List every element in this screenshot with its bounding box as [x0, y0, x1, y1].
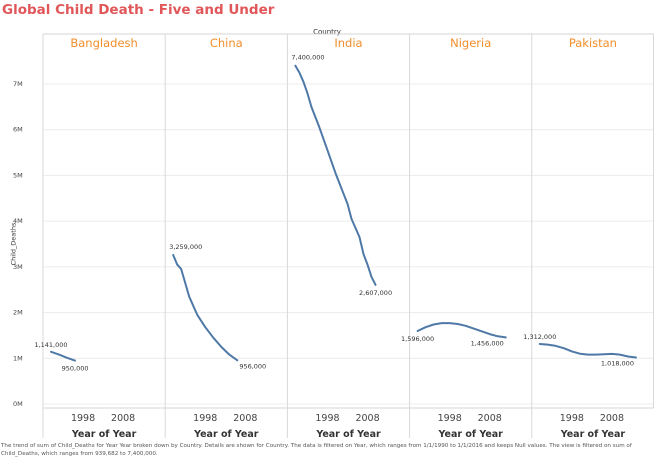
country-header-nigeria: Nigeria — [450, 36, 491, 50]
x-tick-label: 1998 — [71, 413, 95, 424]
country-header-china: China — [210, 36, 243, 50]
series-line-india — [294, 64, 377, 286]
data-label: 956,000 — [239, 362, 266, 370]
data-label: 1,596,000 — [401, 335, 434, 343]
x-tick-label: 1998 — [560, 413, 584, 424]
x-tick-label: 1998 — [438, 413, 462, 424]
country-header-india: India — [334, 36, 362, 50]
y-tick-label: 3M — [13, 263, 23, 271]
data-label: 3,259,000 — [169, 243, 202, 251]
data-label: 1,141,000 — [34, 341, 67, 349]
series-line-china — [172, 254, 239, 362]
data-label: 2,607,000 — [359, 289, 392, 297]
y-tick-label: 1M — [13, 354, 23, 362]
x-axis-title: Year of Year — [438, 429, 504, 440]
country-header-bangladesh: Bangladesh — [70, 36, 137, 50]
y-tick-label: 6M — [13, 126, 23, 134]
x-tick-label: 2008 — [355, 413, 379, 424]
x-axis-title: Year of Year — [560, 429, 626, 440]
y-tick-label: 4M — [13, 217, 23, 225]
y-tick-label: 7M — [13, 80, 23, 88]
series-line-pakistan — [538, 343, 637, 359]
x-axis-title: Year of Year — [71, 429, 137, 440]
y-tick-label: 5M — [13, 171, 23, 179]
series-line-bangladesh — [50, 350, 76, 362]
x-tick-label: 2008 — [233, 413, 257, 424]
x-axis-title: Year of Year — [193, 429, 259, 440]
x-tick-label: 2008 — [111, 413, 135, 424]
country-header-pakistan: Pakistan — [569, 36, 617, 50]
data-label: 7,400,000 — [291, 54, 324, 62]
x-tick-label: 1998 — [315, 413, 339, 424]
data-label: 1,456,000 — [471, 339, 504, 347]
data-label: 1,312,000 — [523, 333, 556, 341]
x-axis-title: Year of Year — [315, 429, 381, 440]
column-header-title: Country — [313, 28, 341, 36]
x-tick-label: 2008 — [600, 413, 624, 424]
y-tick-label: 2M — [13, 309, 23, 317]
chart-footer-caption: The trend of sum of Child_Deaths for Yea… — [1, 443, 632, 457]
x-tick-label: 1998 — [193, 413, 217, 424]
x-tick-label: 2008 — [478, 413, 502, 424]
data-label: 950,000 — [62, 365, 89, 373]
chart-title: Global Child Death - Five and Under — [2, 2, 275, 18]
series-line-nigeria — [416, 322, 507, 339]
y-tick-label: 0M — [13, 400, 23, 408]
data-label: 1,018,000 — [601, 359, 634, 367]
